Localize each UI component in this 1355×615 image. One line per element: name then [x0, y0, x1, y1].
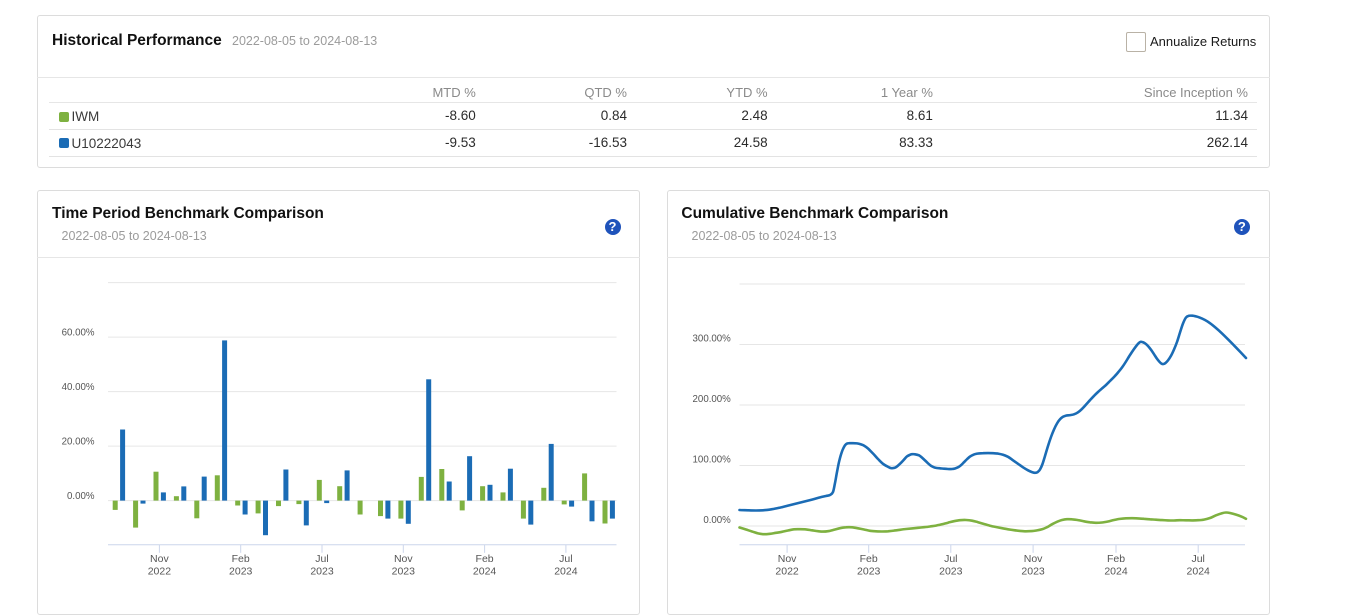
svg-text:0.00%: 0.00% [703, 515, 731, 526]
svg-text:0.00%: 0.00% [67, 491, 95, 502]
svg-text:2024: 2024 [1104, 565, 1128, 577]
svg-text:Jul: Jul [559, 553, 572, 565]
svg-text:40.00%: 40.00% [62, 382, 95, 393]
svg-text:60.00%: 60.00% [62, 328, 95, 339]
svg-text:300.00%: 300.00% [693, 333, 732, 344]
svg-text:2023: 2023 [392, 565, 416, 577]
svg-text:Feb: Feb [1107, 553, 1125, 565]
svg-text:2023: 2023 [939, 565, 963, 577]
svg-text:2022: 2022 [148, 565, 172, 577]
svg-text:200.00%: 200.00% [693, 394, 732, 405]
svg-text:2022: 2022 [775, 565, 799, 577]
svg-text:2023: 2023 [310, 565, 334, 577]
svg-text:100.00%: 100.00% [693, 454, 732, 465]
svg-text:Nov: Nov [394, 553, 413, 565]
svg-text:2023: 2023 [857, 565, 881, 577]
svg-text:Feb: Feb [476, 553, 494, 565]
svg-text:Jul: Jul [1191, 553, 1204, 565]
svg-text:2024: 2024 [554, 565, 578, 577]
svg-text:Nov: Nov [778, 553, 797, 565]
svg-text:Feb: Feb [860, 553, 878, 565]
svg-text:Feb: Feb [232, 553, 250, 565]
svg-text:Nov: Nov [1024, 553, 1043, 565]
svg-text:Jul: Jul [315, 553, 328, 565]
svg-text:2024: 2024 [1187, 565, 1211, 577]
svg-text:2024: 2024 [473, 565, 497, 577]
svg-text:2023: 2023 [1021, 565, 1045, 577]
svg-text:Nov: Nov [150, 553, 169, 565]
svg-text:Jul: Jul [944, 553, 957, 565]
svg-text:20.00%: 20.00% [62, 437, 95, 448]
svg-text:2023: 2023 [229, 565, 253, 577]
